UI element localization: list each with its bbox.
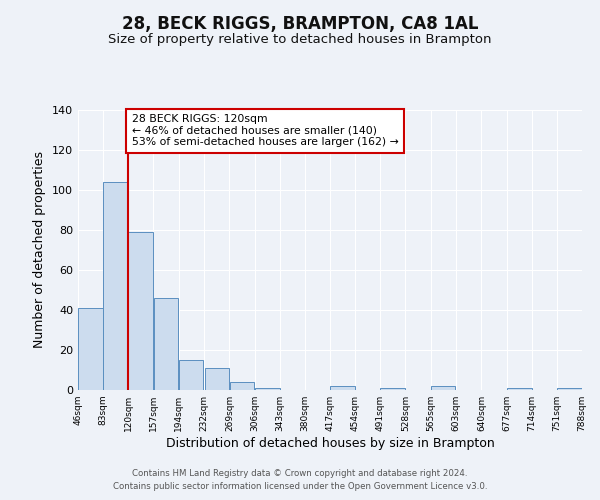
Bar: [179, 360, 203, 390]
Text: Size of property relative to detached houses in Brampton: Size of property relative to detached ho…: [108, 32, 492, 46]
Text: Contains HM Land Registry data © Crown copyright and database right 2024.: Contains HM Land Registry data © Crown c…: [132, 468, 468, 477]
Bar: [330, 386, 355, 390]
Bar: [380, 388, 405, 390]
Text: 28 BECK RIGGS: 120sqm
← 46% of detached houses are smaller (140)
53% of semi-det: 28 BECK RIGGS: 120sqm ← 46% of detached …: [131, 114, 398, 147]
Bar: [128, 232, 153, 390]
Bar: [507, 388, 532, 390]
X-axis label: Distribution of detached houses by size in Brampton: Distribution of detached houses by size …: [166, 437, 494, 450]
Bar: [557, 388, 582, 390]
Bar: [103, 182, 128, 390]
Bar: [78, 308, 103, 390]
Bar: [230, 382, 254, 390]
Text: Contains public sector information licensed under the Open Government Licence v3: Contains public sector information licen…: [113, 482, 487, 491]
Y-axis label: Number of detached properties: Number of detached properties: [34, 152, 46, 348]
Bar: [255, 388, 280, 390]
Bar: [205, 368, 229, 390]
Bar: [431, 386, 455, 390]
Text: 28, BECK RIGGS, BRAMPTON, CA8 1AL: 28, BECK RIGGS, BRAMPTON, CA8 1AL: [122, 15, 478, 33]
Bar: [154, 298, 178, 390]
